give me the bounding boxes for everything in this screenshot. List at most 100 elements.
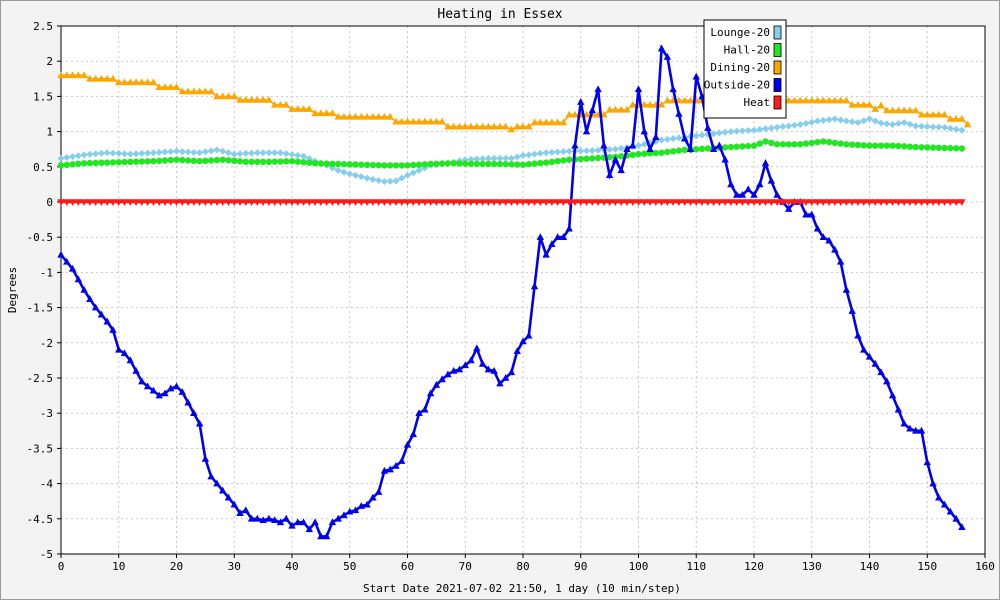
data-point (288, 199, 296, 206)
data-point (583, 155, 590, 162)
data-point (715, 129, 723, 137)
data-point (912, 199, 920, 206)
data-point (91, 199, 100, 206)
data-point (276, 199, 285, 206)
data-point (415, 161, 423, 168)
data-point (542, 159, 550, 166)
data-point (161, 199, 169, 206)
data-point (75, 160, 82, 168)
data-point (473, 122, 481, 130)
data-point (409, 199, 417, 206)
data-point (738, 190, 747, 198)
data-point (906, 120, 914, 128)
y-tick-label: 2 (46, 55, 53, 68)
data-point (68, 199, 77, 206)
data-point (369, 175, 377, 183)
chart-title: Heating in Essex (437, 7, 562, 22)
data-point (317, 160, 325, 167)
data-point (669, 135, 677, 143)
data-point (351, 506, 360, 514)
data-point (490, 154, 498, 162)
data-point (640, 100, 648, 108)
data-point (143, 199, 152, 206)
data-point (143, 78, 152, 86)
data-point (386, 177, 394, 185)
data-point (224, 92, 233, 100)
data-point (57, 162, 65, 169)
data-point (259, 199, 267, 206)
data-point (744, 199, 752, 206)
data-point (883, 377, 891, 385)
data-point (138, 149, 146, 157)
data-point (155, 199, 163, 206)
data-point (63, 153, 71, 161)
data-point (115, 199, 123, 206)
data-point (860, 117, 868, 125)
data-point (854, 141, 862, 149)
data-point (207, 199, 215, 206)
data-point (825, 138, 833, 146)
data-point (709, 145, 718, 152)
data-point (663, 52, 672, 60)
x-tick-label: 100 (629, 560, 649, 573)
data-point (808, 118, 816, 126)
data-point (426, 199, 435, 206)
data-point (207, 87, 215, 95)
data-point (600, 199, 608, 206)
data-point (496, 154, 504, 162)
data-point (104, 159, 111, 166)
data-point (357, 173, 365, 181)
series-lounge-20 (57, 115, 966, 186)
data-point (363, 199, 371, 206)
data-point (236, 199, 244, 206)
data-point (952, 114, 960, 122)
data-point (138, 158, 146, 165)
data-point (415, 199, 423, 206)
data-point (588, 199, 596, 206)
data-point (560, 157, 567, 164)
legend-swatch (773, 43, 782, 57)
data-point (519, 199, 527, 206)
data-point (865, 199, 874, 206)
x-tick-label: 130 (802, 560, 822, 573)
data-point (167, 83, 175, 91)
data-point (236, 150, 244, 158)
data-point (103, 149, 111, 157)
data-point (346, 170, 354, 178)
data-point (738, 127, 746, 135)
data-point (461, 122, 469, 130)
data-point (802, 119, 810, 127)
data-point (565, 199, 573, 206)
data-point (374, 112, 383, 120)
data-point (427, 160, 434, 168)
data-point (917, 199, 926, 206)
data-point (352, 171, 360, 179)
data-point (247, 95, 256, 103)
data-point (773, 199, 781, 206)
data-point (537, 159, 544, 167)
data-point (455, 199, 464, 206)
data-point (161, 148, 169, 156)
legend: Lounge-20 Hall-20 Dining-20 Outside-20 Heat (703, 19, 787, 119)
data-point (842, 96, 851, 104)
data-point (386, 162, 394, 169)
data-point (582, 199, 591, 206)
data-point (225, 157, 232, 164)
data-point (715, 141, 724, 149)
data-point (224, 149, 232, 157)
data-point (791, 141, 798, 148)
data-point (698, 145, 706, 153)
data-point (906, 199, 914, 206)
legend-item: Dining-20 (710, 60, 782, 75)
data-point (426, 117, 435, 125)
data-point (605, 171, 614, 179)
data-point (340, 168, 348, 176)
data-point (334, 514, 342, 522)
data-point (490, 366, 498, 374)
data-point (57, 250, 65, 258)
data-point (652, 149, 660, 157)
data-point (525, 160, 532, 168)
data-point (542, 149, 550, 157)
data-point (74, 71, 83, 79)
data-point (490, 199, 498, 206)
